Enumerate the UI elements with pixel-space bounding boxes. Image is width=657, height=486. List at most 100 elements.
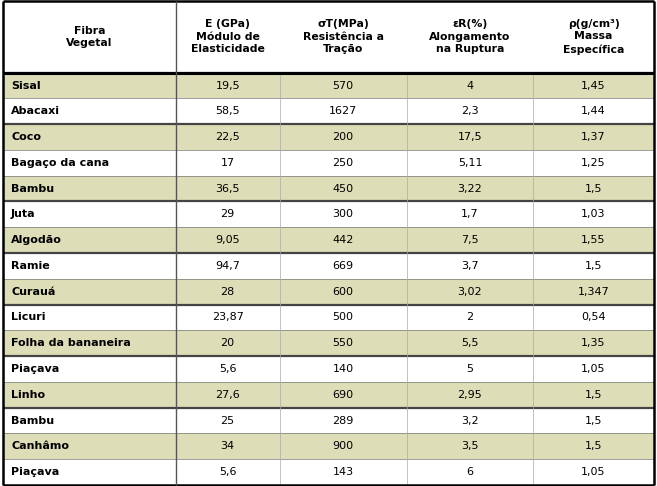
Text: ρ(g/cm³)
Massa
Específica: ρ(g/cm³) Massa Específica [563, 19, 624, 54]
Bar [3, 356, 654, 382]
Text: 3,5: 3,5 [461, 441, 479, 451]
Text: Bambu: Bambu [11, 416, 55, 426]
Text: 28: 28 [221, 287, 235, 297]
Bar [3, 459, 654, 485]
Text: Bagaço da cana: Bagaço da cana [11, 158, 109, 168]
Text: Curauá: Curauá [11, 287, 55, 297]
Text: 36,5: 36,5 [215, 184, 240, 193]
Text: Linho: Linho [11, 390, 45, 400]
Text: 2,95: 2,95 [457, 390, 482, 400]
Text: 5: 5 [466, 364, 474, 374]
Text: Sisal: Sisal [11, 81, 41, 90]
Bar [3, 202, 654, 227]
Bar [3, 434, 654, 459]
Text: 442: 442 [332, 235, 354, 245]
Text: 1,5: 1,5 [585, 184, 602, 193]
Text: 250: 250 [332, 158, 353, 168]
Text: 550: 550 [332, 338, 353, 348]
Text: 2: 2 [466, 312, 474, 323]
Text: Folha da bananeira: Folha da bananeira [11, 338, 131, 348]
Text: 1,37: 1,37 [581, 132, 606, 142]
Text: 17: 17 [221, 158, 235, 168]
Text: 140: 140 [332, 364, 353, 374]
Text: 22,5: 22,5 [215, 132, 240, 142]
Text: E (GPa)
Módulo de
Elasticidade: E (GPa) Módulo de Elasticidade [191, 19, 265, 54]
Text: 3,02: 3,02 [458, 287, 482, 297]
Text: 1,05: 1,05 [581, 467, 606, 477]
Text: 0,54: 0,54 [581, 312, 606, 323]
Text: Abacaxi: Abacaxi [11, 106, 60, 116]
Bar [3, 408, 654, 434]
Text: 3,7: 3,7 [461, 261, 479, 271]
Text: 300: 300 [332, 209, 353, 219]
Text: 1,5: 1,5 [585, 441, 602, 451]
Text: 5,6: 5,6 [219, 364, 237, 374]
Text: 27,6: 27,6 [215, 390, 240, 400]
Text: Coco: Coco [11, 132, 41, 142]
Bar [3, 124, 654, 150]
Text: 1,55: 1,55 [581, 235, 606, 245]
Text: 5,6: 5,6 [219, 467, 237, 477]
Text: 669: 669 [332, 261, 353, 271]
Text: 58,5: 58,5 [215, 106, 240, 116]
Text: 6: 6 [466, 467, 474, 477]
Text: 4: 4 [466, 81, 474, 90]
Text: 5,5: 5,5 [461, 338, 479, 348]
Bar [3, 1, 654, 72]
Text: 1,45: 1,45 [581, 81, 606, 90]
Text: 29: 29 [221, 209, 235, 219]
Text: 2,3: 2,3 [461, 106, 479, 116]
Bar [3, 330, 654, 356]
Text: 5,11: 5,11 [458, 158, 482, 168]
Text: 1,03: 1,03 [581, 209, 606, 219]
Bar [3, 227, 654, 253]
Text: σT(MPa)
Resistência a
Tração: σT(MPa) Resistência a Tração [303, 19, 384, 54]
Text: 25: 25 [221, 416, 235, 426]
Text: 500: 500 [332, 312, 353, 323]
Text: Piaçava: Piaçava [11, 364, 59, 374]
Text: 34: 34 [221, 441, 235, 451]
Bar [3, 305, 654, 330]
Text: 289: 289 [332, 416, 354, 426]
Text: 9,05: 9,05 [215, 235, 240, 245]
Text: 1,25: 1,25 [581, 158, 606, 168]
Text: 94,7: 94,7 [215, 261, 240, 271]
Text: 900: 900 [332, 441, 353, 451]
Text: 450: 450 [332, 184, 353, 193]
Text: Canhâmo: Canhâmo [11, 441, 69, 451]
Bar [3, 279, 654, 305]
Text: 1,5: 1,5 [585, 416, 602, 426]
Text: 1,44: 1,44 [581, 106, 606, 116]
Bar [3, 98, 654, 124]
Bar [3, 72, 654, 98]
Text: Algodão: Algodão [11, 235, 62, 245]
Text: 1,5: 1,5 [585, 261, 602, 271]
Text: 23,87: 23,87 [212, 312, 244, 323]
Text: 7,5: 7,5 [461, 235, 479, 245]
Text: 3,22: 3,22 [457, 184, 482, 193]
Text: Ramie: Ramie [11, 261, 50, 271]
Text: Piaçava: Piaçava [11, 467, 59, 477]
Text: Licuri: Licuri [11, 312, 45, 323]
Text: Juta: Juta [11, 209, 35, 219]
Text: εR(%)
Alongamento
na Ruptura: εR(%) Alongamento na Ruptura [429, 19, 510, 54]
Text: 1,35: 1,35 [581, 338, 606, 348]
Text: 690: 690 [332, 390, 353, 400]
Text: 1,05: 1,05 [581, 364, 606, 374]
Text: 1627: 1627 [329, 106, 357, 116]
Bar [3, 176, 654, 202]
Text: 3,2: 3,2 [461, 416, 479, 426]
Text: 1,7: 1,7 [461, 209, 479, 219]
Text: 20: 20 [221, 338, 235, 348]
Text: 19,5: 19,5 [215, 81, 240, 90]
Text: 570: 570 [332, 81, 353, 90]
Text: 200: 200 [332, 132, 353, 142]
Text: 17,5: 17,5 [458, 132, 482, 142]
Text: 1,5: 1,5 [585, 390, 602, 400]
Text: Bambu: Bambu [11, 184, 55, 193]
Text: 600: 600 [332, 287, 353, 297]
Text: 1,347: 1,347 [578, 287, 610, 297]
Text: Fibra
Vegetal: Fibra Vegetal [66, 26, 112, 48]
Text: 143: 143 [332, 467, 353, 477]
Bar [3, 253, 654, 279]
